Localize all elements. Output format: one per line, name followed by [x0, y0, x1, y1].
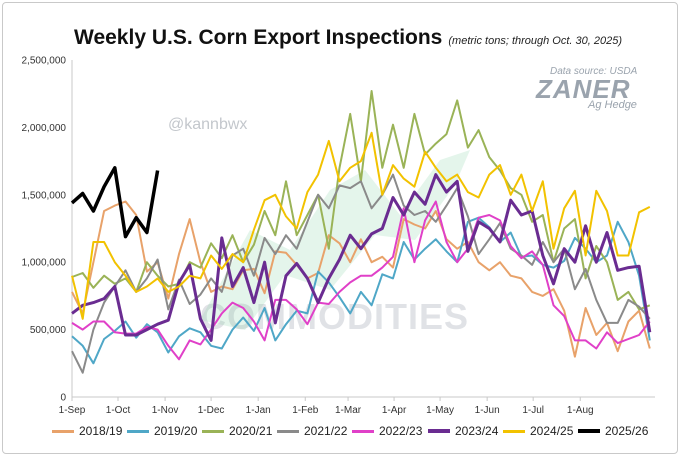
x-tick-labels: 1-Sep 1-Oct 1-Nov 1-Dec 1-Jan 1-Feb 1-Mar 1-Apr…: [59, 397, 594, 416]
legend-label: 2023/24: [455, 424, 499, 438]
legend-swatch: [127, 429, 149, 433]
y-tick-label: 2,000,000: [22, 123, 67, 134]
x-tick-label: 1-Mar: [335, 405, 362, 416]
x-tick-label: 1-Feb: [292, 405, 319, 416]
legend-item-2019-20: 2019/20: [127, 424, 197, 438]
series-line-2025-26: [70, 166, 160, 239]
chart-title: Weekly U.S. Corn Export Inspections: [74, 26, 443, 49]
logo-source-note: Data source: USDA: [550, 66, 638, 77]
series-line-2018-19: [71, 200, 651, 358]
legend-item-2023-24: 2023/24: [428, 424, 498, 438]
title-block: Weekly U.S. Corn Export Inspections (metr…: [74, 26, 622, 50]
series-line-2024-25: [71, 131, 651, 320]
x-tick-label: 1-Jan: [246, 405, 271, 416]
legend-swatch: [277, 429, 299, 433]
legend-swatch: [578, 429, 600, 433]
legend-label: 2019/20: [154, 424, 198, 438]
legend-item-2024-25: 2024/25: [503, 424, 573, 438]
watermark-handle: @kannbwx: [168, 116, 248, 133]
legend-item-2018-19: 2018/19: [52, 424, 122, 438]
x-tick-label: 1-Jul: [522, 405, 544, 416]
legend-item-2021-22: 2021/22: [277, 424, 347, 438]
x-tick-label: 1-May: [426, 405, 454, 416]
zaner-logo-subtitle: Ag Hedge: [588, 99, 637, 111]
legend-swatch: [352, 429, 374, 433]
y-tick-label: 0: [60, 393, 66, 404]
y-tick-label: 1,500,000: [22, 190, 67, 201]
series-lines: [70, 90, 652, 374]
legend-item-2020-21: 2020/21: [202, 424, 272, 438]
legend-swatch: [52, 429, 74, 433]
chart-subtitle: (metric tons; through Oct. 30, 2025): [448, 35, 623, 47]
series-line-2021-22: [71, 173, 651, 374]
x-tick-label: 1-Oct: [106, 405, 131, 416]
legend-swatch: [503, 429, 525, 433]
series-line-2022-23: [71, 200, 651, 361]
legend-label: 2020/21: [229, 424, 273, 438]
legend-label: 2022/23: [379, 424, 423, 438]
series-line-2019-20: [71, 216, 651, 365]
y-tick-label: 1,000,000: [22, 258, 67, 269]
legend-label: 2021/22: [304, 424, 348, 438]
zaner-logo: ZANER: [536, 74, 631, 104]
series-line-2023-24: [71, 173, 652, 342]
legend-swatch: [428, 429, 450, 433]
x-tick-label: 1-Sep: [59, 405, 86, 416]
legend-label: 2018/19: [79, 424, 123, 438]
legend-swatch: [202, 429, 224, 433]
watermark-logo-text: COMMODITIES: [200, 296, 469, 337]
x-tick-label: 1-Jun: [475, 405, 500, 416]
legend-item-2025-26: 2025/26: [578, 424, 648, 438]
x-tick-label: 1-Aug: [567, 405, 594, 416]
y-tick-label: 2,500,000: [22, 56, 67, 67]
y-tick-label: 500,000: [30, 325, 67, 336]
x-tick-label: 1-Nov: [152, 405, 179, 416]
x-tick-label: 1-Dec: [198, 405, 225, 416]
legend-item-2022-23: 2022/23: [352, 424, 422, 438]
x-tick-label: 1-Apr: [382, 405, 407, 416]
y-tick-labels: 0 500,000 1,000,000 1,500,000 2,000,000 2,500…: [22, 56, 67, 404]
legend-label: 2025/26: [605, 424, 649, 438]
legend-label: 2024/25: [530, 424, 574, 438]
